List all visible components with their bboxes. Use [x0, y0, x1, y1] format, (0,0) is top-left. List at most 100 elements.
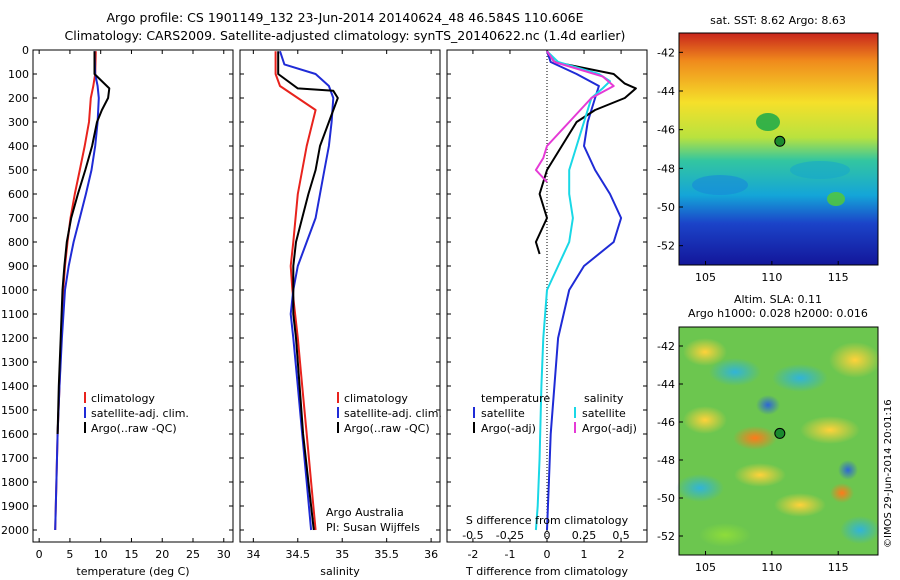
- sla-map-subtitle: Argo h1000: 0.028 h2000: 0.016: [688, 307, 868, 320]
- x-tick-label: 10: [94, 548, 108, 561]
- legend-header-temperature: temperature: [481, 392, 550, 405]
- x-tick-label: 25: [186, 548, 200, 561]
- x-tick-label: 0: [544, 548, 551, 561]
- y-tick-label: 800: [8, 236, 29, 249]
- sla-blob: [772, 364, 828, 392]
- y-tick-label: 300: [8, 116, 29, 129]
- series-line: [274, 51, 317, 531]
- sla-blob: [683, 338, 727, 366]
- sla-blob: [830, 483, 854, 503]
- x-tick-label: 105: [695, 271, 716, 284]
- y-tick-label: 900: [8, 260, 29, 273]
- y-tick-label: 1900: [1, 500, 29, 513]
- legend-sal-satellite: satellite: [582, 407, 626, 420]
- y-tick-label: 1100: [1, 308, 29, 321]
- x-tick-label: 35.5: [374, 548, 399, 561]
- legend-climatology: climatology: [91, 392, 155, 405]
- x-tick-label: 20: [155, 548, 169, 561]
- y-tick-label: -42: [657, 340, 675, 353]
- y-tick-label: 600: [8, 188, 29, 201]
- legend-argo: Argo(..raw -QC): [344, 422, 430, 435]
- sla-blob: [829, 342, 881, 378]
- y-tick-label: 500: [8, 164, 29, 177]
- x-tick-label: 2: [618, 548, 625, 561]
- x-tick-label: 105: [695, 561, 716, 574]
- y-tick-label: 400: [8, 140, 29, 153]
- x-tick-label: 1: [581, 548, 588, 561]
- series-line: [56, 51, 111, 435]
- x-tick-label: 34: [246, 548, 260, 561]
- x-tick-label: 0: [36, 548, 43, 561]
- sla-blob: [709, 358, 761, 386]
- y-tick-label: 1500: [1, 404, 29, 417]
- y-tick-label: 700: [8, 212, 29, 225]
- sst-map: [678, 32, 879, 266]
- series-line: [534, 50, 615, 183]
- sst-patch: [692, 175, 748, 195]
- x-tick-label: 34.5: [286, 548, 311, 561]
- x2-tick-label: -0.5: [462, 529, 483, 542]
- y-tick-label: -46: [657, 124, 675, 137]
- argo-location-marker: [774, 427, 786, 439]
- y-tick-label: 1300: [1, 356, 29, 369]
- y-tick-label: -46: [657, 416, 675, 429]
- sst-map-frame: [678, 32, 879, 266]
- salinity-panel: [239, 49, 441, 543]
- x2-tick-label: 0: [544, 529, 551, 542]
- sst-patch: [790, 161, 850, 179]
- x-tick-label: 115: [828, 561, 849, 574]
- sla-map-title: Altim. SLA: 0.11: [734, 293, 822, 306]
- sla-blob: [699, 523, 751, 547]
- sla-blob: [734, 463, 786, 487]
- y-tick-label: -48: [657, 162, 675, 175]
- y-tick-label: -52: [657, 530, 675, 543]
- y-tick-label: 2000: [1, 524, 29, 537]
- sla-blob: [774, 493, 826, 517]
- salinity-legend: climatology satellite-adj. clim. Argo(..…: [326, 392, 442, 534]
- y-tick-label: 1800: [1, 476, 29, 489]
- y-tick-label: -42: [657, 46, 675, 59]
- x-tick-label: 15: [124, 548, 138, 561]
- legend-satellite-adj: satellite-adj. clim.: [91, 407, 189, 420]
- series-line: [546, 50, 623, 531]
- sla-map: [676, 326, 881, 556]
- legend-argo: Argo(..raw -QC): [91, 422, 177, 435]
- temperature-panel: [32, 49, 234, 543]
- y-tick-label: -44: [657, 85, 675, 98]
- y-tick-label: 1400: [1, 380, 29, 393]
- series-line: [277, 51, 339, 531]
- legend-temp-argo: Argo(-adj): [481, 422, 536, 435]
- x-tick-label: -2: [467, 548, 478, 561]
- sla-blob: [800, 416, 860, 444]
- sla-blob: [733, 426, 777, 450]
- x-tick-label: 30: [217, 548, 231, 561]
- y-tick-label: -50: [657, 201, 675, 214]
- figure-title-line1: Argo profile: CS 1901149_132 23-Jun-2014…: [106, 10, 583, 25]
- x2-tick-label: 0.25: [572, 529, 597, 542]
- x-tick-label: 110: [761, 561, 782, 574]
- x-tick-label: 115: [828, 271, 849, 284]
- y-tick-label: 0: [22, 44, 29, 57]
- x-tick-label: 35: [335, 548, 349, 561]
- series-line: [279, 50, 335, 531]
- sla-blob: [756, 395, 780, 415]
- temperature-legend: climatology satellite-adj. clim. Argo(..…: [84, 392, 189, 435]
- s-difference-label: S difference from climatology: [466, 514, 629, 527]
- difference-xlabel: T difference from climatology: [465, 565, 628, 578]
- x-tick-label: 110: [761, 271, 782, 284]
- x2-tick-label: -0.25: [496, 529, 524, 542]
- sst-field: [679, 33, 878, 265]
- argo-location-marker: [774, 135, 786, 147]
- salinity-xlabel: salinity: [320, 565, 360, 578]
- y-tick-label: -50: [657, 492, 675, 505]
- figure-title-line2: Climatology: CARS2009. Satellite-adjuste…: [65, 28, 626, 43]
- legend-climatology: climatology: [344, 392, 408, 405]
- y-tick-label: -44: [657, 378, 675, 391]
- x-tick-label: 5: [66, 548, 73, 561]
- series-line: [534, 50, 611, 531]
- legend-header-salinity: salinity: [584, 392, 624, 405]
- sla-blob: [676, 474, 724, 502]
- imos-timestamp: ©IMOS 29-Jun-2014 20:01:16: [883, 399, 894, 548]
- y-tick-label: 1700: [1, 452, 29, 465]
